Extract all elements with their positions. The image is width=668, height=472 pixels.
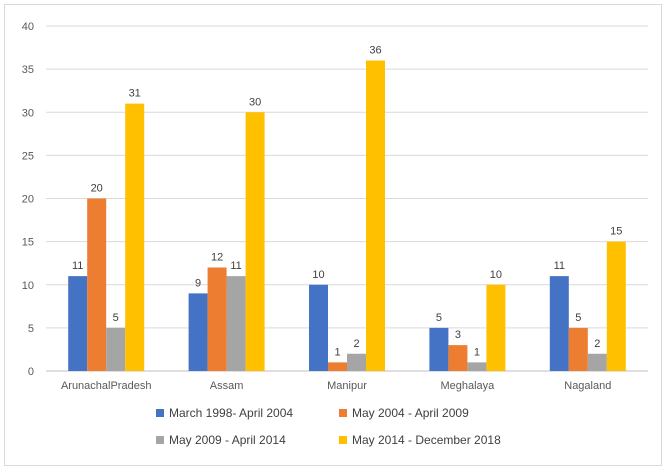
legend-label: May 2009 - April 2014 [169, 433, 286, 447]
y-tick-label: 15 [22, 237, 34, 249]
data-label: 11 [72, 260, 83, 272]
y-tick-label: 30 [22, 107, 34, 119]
legend-label: March 1998- April 2004 [169, 406, 293, 420]
bar [245, 112, 265, 371]
data-label: 31 [129, 88, 141, 100]
bar [328, 362, 347, 371]
x-tick-label: ArunachalPradesh [61, 380, 152, 392]
bar [125, 103, 145, 371]
bar [549, 276, 569, 371]
legend-label: May 2014 - December 2018 [352, 433, 501, 447]
legend-swatch [156, 436, 164, 444]
bar [606, 241, 626, 371]
data-label: 5 [575, 312, 581, 324]
bar [429, 327, 449, 371]
legend-swatch [156, 409, 164, 417]
bar [188, 293, 208, 371]
y-tick-label: 5 [28, 323, 34, 335]
bar [87, 198, 107, 371]
bar [347, 353, 366, 371]
bar [106, 327, 126, 371]
bar [587, 353, 607, 371]
bar [568, 327, 588, 371]
x-tick-label: Assam [210, 380, 244, 392]
bar [448, 345, 468, 371]
legend-swatch [339, 409, 347, 417]
x-tick-label: Nagaland [564, 380, 611, 392]
y-tick-label: 10 [22, 280, 34, 292]
y-tick-label: 25 [22, 150, 34, 162]
x-tick-label: Meghalaya [440, 380, 495, 392]
data-label: 1 [474, 346, 480, 358]
data-label: 30 [249, 96, 261, 108]
y-tick-label: 20 [22, 194, 34, 206]
bar [486, 284, 506, 371]
data-label: 11 [230, 260, 241, 272]
data-label: 2 [594, 338, 600, 350]
bar [467, 362, 487, 371]
data-label: 1 [334, 346, 340, 358]
data-label: 36 [369, 45, 381, 57]
legend-label: May 2004 - April 2009 [352, 406, 469, 420]
y-tick-label: 0 [28, 366, 34, 378]
data-label: 11 [554, 260, 565, 272]
data-label: 5 [436, 312, 442, 324]
y-tick-label: 35 [22, 64, 34, 76]
data-label: 3 [455, 329, 461, 341]
data-label: 5 [113, 312, 119, 324]
x-tick-label: Manipur [327, 380, 367, 392]
chart-frame [4, 4, 662, 466]
y-tick-label: 40 [22, 21, 34, 33]
data-label: 20 [91, 183, 103, 195]
data-label: 9 [195, 277, 201, 289]
data-label: 2 [353, 338, 359, 350]
bar [68, 276, 88, 371]
bar [207, 267, 227, 371]
data-label: 15 [610, 226, 622, 238]
bar [366, 60, 385, 371]
data-label: 10 [490, 269, 502, 281]
data-label: 10 [312, 269, 324, 281]
bar [226, 276, 246, 371]
legend-swatch [339, 436, 347, 444]
bar [309, 284, 328, 371]
data-label: 12 [211, 252, 223, 264]
